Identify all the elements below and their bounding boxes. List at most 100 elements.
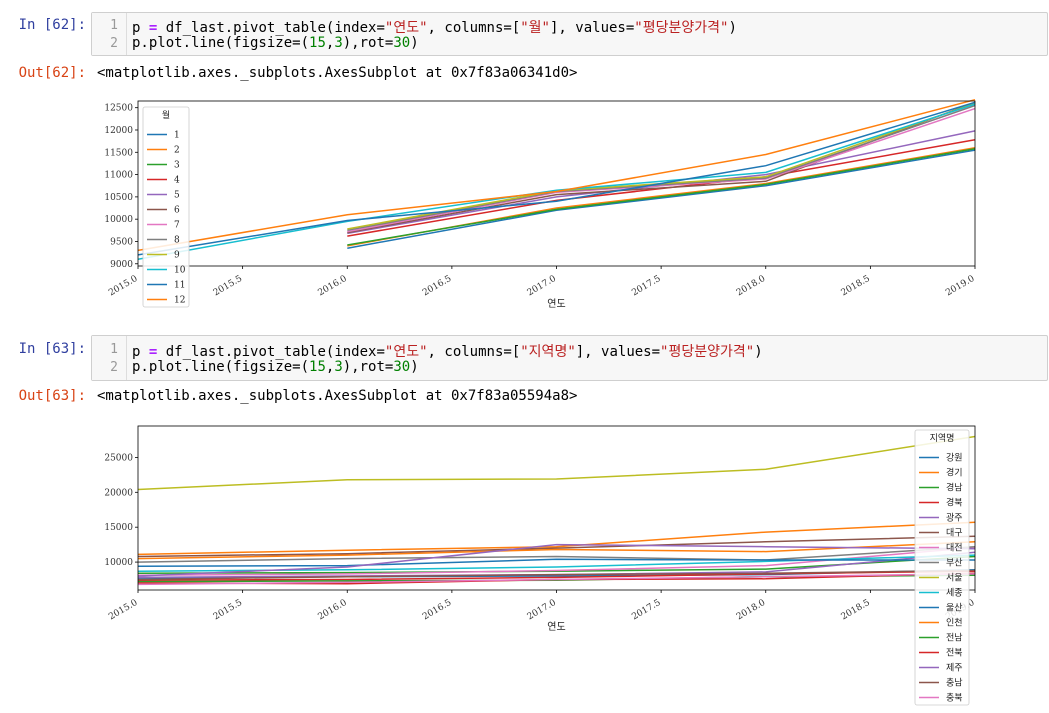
y-tick-label: 10000 [104, 558, 133, 568]
legend-title: 지역명 [930, 433, 955, 444]
x-tick-label: 2017.5 [630, 598, 663, 623]
code-line-2: p.plot.line(figsize=(15,3),rot=30) [132, 35, 419, 51]
x-tick-label: 2018.0 [735, 274, 768, 299]
line-chart-by-month: 9000 9500 10000 10500 11000 11500 12000 12500 20… [104, 98, 977, 310]
code-line-2: p.plot.line(figsize=(15,3),rot=30) [132, 359, 419, 375]
y-tick-label: 9000 [110, 260, 133, 270]
y-tick-label: 10000 [104, 215, 133, 225]
x-tick-label: 2016.5 [421, 274, 454, 299]
legend-entry-충북: 충북 [946, 693, 963, 704]
x-tick-label: 2015.5 [212, 274, 245, 299]
legend-entry-8: 8 [174, 236, 180, 246]
x-tick-label: 2016.5 [421, 598, 454, 623]
legend-entry-7: 7 [174, 221, 180, 231]
legend-entry-강원: 강원 [946, 453, 963, 464]
input-prompt-63: In [63]: [18, 341, 86, 357]
legend-entry-서울: 서울 [946, 573, 963, 584]
y-tick-label: 10500 [104, 193, 133, 203]
x-tick-label: 2016.0 [316, 598, 349, 623]
output-repr-63: <matplotlib.axes._subplots.AxesSubplot a… [97, 388, 578, 404]
x-axis-label: 연도 [547, 621, 565, 633]
series-line-3 [347, 147, 976, 246]
series-line-7 [347, 107, 976, 233]
series-line-부산 [137, 545, 976, 563]
series-line-경기 [137, 521, 976, 556]
legend-entry-경남: 경남 [946, 482, 963, 494]
x-tick-label: 2017.0 [526, 274, 559, 299]
legend-entry-충남: 충남 [946, 678, 963, 689]
legend-box [142, 106, 190, 308]
legend-entry-6: 6 [174, 206, 180, 216]
y-tick-label: 20000 [104, 488, 133, 498]
line-gutter: 1 2 [92, 13, 127, 55]
series-line-제주 [137, 543, 976, 577]
line-gutter: 1 2 [92, 336, 127, 380]
series-line-10 [137, 103, 976, 261]
legend-entry-제주: 제주 [946, 663, 963, 674]
code-line-1: p = df_last.pivot_table(index="연도", colu… [132, 20, 737, 36]
series-line-11 [137, 101, 976, 256]
series-line-충남 [137, 569, 976, 581]
series-line-대구 [137, 535, 976, 558]
y-tick-label: 11000 [104, 171, 133, 181]
y-tick-label: 15000 [104, 523, 133, 533]
legend-entry-4: 4 [174, 176, 180, 186]
series-line-인천 [137, 541, 976, 560]
line-number: 1 [110, 18, 118, 33]
legend-entry-1: 1 [174, 131, 180, 141]
x-axis-label: 연도 [547, 298, 565, 310]
legend-box [914, 429, 970, 706]
code-cell-62[interactable]: 1 2 p = df_last.pivot_table(index="연도", … [91, 12, 1048, 56]
code-cell-63[interactable]: 1 2 p = df_last.pivot_table(index="연도", … [91, 335, 1048, 381]
series-line-서울 [137, 435, 976, 491]
line-chart-by-region: 10000 15000 20000 25000 2015.0 2015.5 2016.0 20… [104, 425, 977, 706]
series-line-1 [347, 149, 976, 249]
x-tick-label: 2017.5 [630, 274, 663, 299]
x-tick-label: 2015.0 [107, 598, 140, 623]
input-prompt-62: In [62]: [18, 17, 86, 33]
output-repr-62: <matplotlib.axes._subplots.AxesSubplot a… [97, 65, 578, 81]
y-tick-label: 12500 [104, 104, 133, 114]
legend-entry-인천: 인천 [946, 618, 963, 629]
legend-entry-경북: 경북 [946, 497, 963, 509]
legend-title: 월 [162, 109, 170, 121]
legend-entry-9: 9 [174, 251, 180, 261]
x-tick-label: 2018.5 [840, 274, 873, 299]
line-number: 2 [110, 360, 118, 375]
line-number: 1 [110, 342, 118, 357]
series-line-충북 [137, 573, 976, 586]
series-line-12 [137, 98, 976, 252]
legend-entry-10: 10 [174, 266, 186, 276]
legend-entry-전북: 전북 [946, 648, 963, 659]
y-tick-label: 25000 [104, 453, 133, 463]
legend-entry-부산: 부산 [946, 558, 963, 569]
legend-entry-세종: 세종 [946, 588, 963, 599]
legend-entry-전남: 전남 [946, 633, 963, 644]
legend-entry-경기: 경기 [946, 467, 963, 479]
y-tick-label: 11500 [104, 148, 133, 158]
plot-frame [137, 100, 976, 267]
output-prompt-63: Out[63]: [18, 388, 86, 404]
legend-entry-대구: 대구 [946, 528, 963, 539]
legend-entry-2: 2 [174, 146, 180, 156]
legend-entry-광주: 광주 [946, 512, 963, 524]
y-tick-label: 12000 [104, 126, 133, 136]
legend-entry-5: 5 [174, 191, 180, 201]
x-tick-label: 2015.0 [107, 274, 140, 299]
series-line-5 [347, 130, 976, 235]
x-tick-label: 2018.0 [735, 598, 768, 623]
legend-entry-대전: 대전 [946, 543, 963, 554]
legend-entry-12: 12 [174, 296, 185, 306]
x-tick-label: 2016.0 [316, 274, 349, 299]
x-tick-label: 2017.0 [526, 598, 559, 623]
x-tick-label: 2018.5 [840, 598, 873, 623]
legend-entry-3: 3 [174, 161, 180, 171]
x-tick-label: 2019.0 [944, 274, 977, 299]
series-line-울산 [137, 558, 975, 568]
legend-entry-11: 11 [174, 281, 185, 291]
code-line-1: p = df_last.pivot_table(index="연도", colu… [132, 344, 763, 360]
line-number: 2 [110, 36, 118, 51]
x-tick-label: 2015.5 [212, 598, 245, 623]
